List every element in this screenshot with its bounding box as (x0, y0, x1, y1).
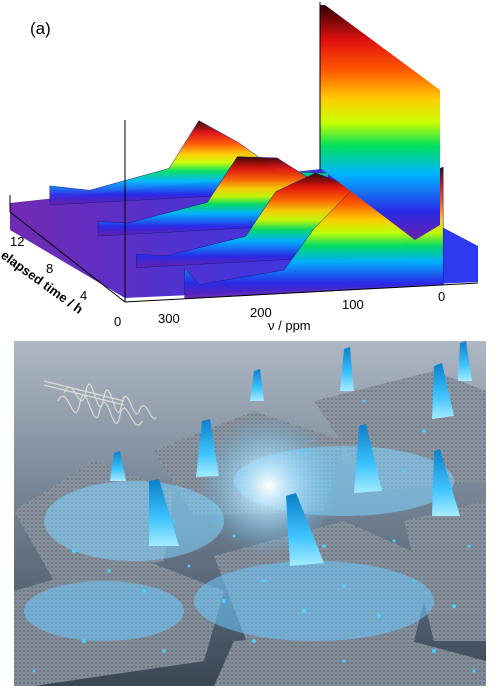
panel-label: (a) (30, 19, 51, 38)
x-tick-100: 100 (342, 297, 364, 312)
catalyst-illustration (14, 341, 486, 686)
y-tick-4: 4 (80, 288, 87, 303)
y-ticks: 0 4 8 12 (10, 234, 121, 329)
x-axis-label: ν / ppm (268, 318, 311, 333)
y-tick-8: 8 (46, 261, 53, 276)
nmr-waterfall-chart: (a) 300 200 100 0 ν / ppm 0 4 8 12 el (0, 2, 479, 333)
y-tick-12: 12 (10, 234, 24, 249)
x-tick-0: 0 (438, 289, 445, 304)
central-glow (199, 416, 339, 556)
ppm-axis (124, 282, 479, 303)
x-tick-200: 200 (250, 305, 272, 320)
radio-pulse (43, 380, 157, 426)
blue-particles (32, 399, 476, 673)
wall-peak (320, 5, 440, 240)
blue-spikes (110, 341, 472, 566)
y-tick-0: 0 (114, 314, 121, 329)
time-axis (9, 211, 126, 303)
x-tick-300: 300 (158, 311, 180, 326)
x-ticks: 300 200 100 0 (158, 289, 445, 326)
